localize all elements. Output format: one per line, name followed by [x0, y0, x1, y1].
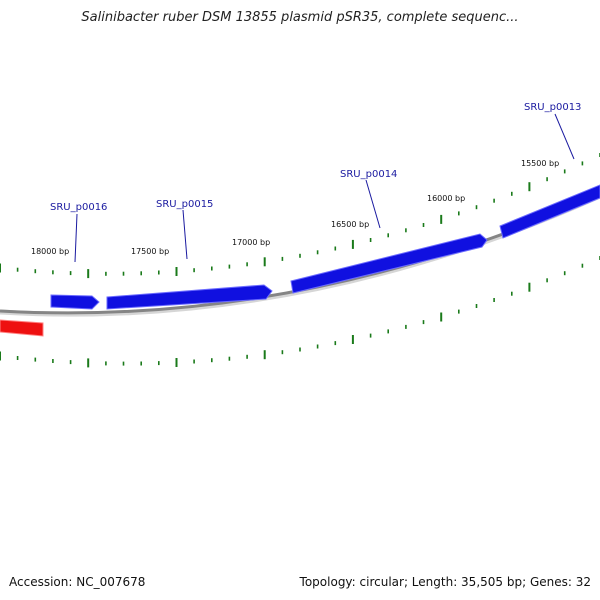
- summary-text: Topology: circular; Length: 35,505 bp; G…: [299, 575, 591, 589]
- tick-label-15500: 15500 bp: [521, 159, 559, 168]
- leader-sru-p0013: [554, 113, 575, 160]
- inner-tick-ring: [0, 256, 600, 368]
- gene-label-sru-p0013[interactable]: SRU_p0013: [524, 102, 581, 113]
- tick-label-17500: 17500 bp: [131, 247, 169, 256]
- gene-arrow-sru-p0016[interactable]: [50, 294, 100, 310]
- gene-label-sru-p0015[interactable]: SRU_p0015: [156, 199, 213, 210]
- gene-arrow-sru-p0015[interactable]: [106, 284, 273, 310]
- tick-label-16000: 16000 bp: [427, 194, 465, 203]
- outer-tick-ring: [0, 153, 600, 279]
- accession-text: Accession: NC_007678: [9, 575, 146, 589]
- tick-label-16500: 16500 bp: [331, 220, 369, 229]
- gene-arrow-sru-p0014[interactable]: [290, 233, 488, 294]
- reverse-gene-arrow[interactable]: [0, 319, 44, 337]
- tick-label-18000: 18000 bp: [31, 247, 69, 256]
- gene-label-sru-p0014[interactable]: SRU_p0014: [340, 169, 397, 180]
- map-title: Salinibacter ruber DSM 13855 plasmid pSR…: [81, 10, 519, 25]
- forward-gene-track: [50, 184, 600, 310]
- gene-arrow-sru-p0013[interactable]: [499, 184, 600, 239]
- leader-sru-p0015: [182, 209, 188, 260]
- gene-label-sru-p0016[interactable]: SRU_p0016: [50, 202, 107, 213]
- tick-label-17000: 17000 bp: [232, 238, 270, 247]
- leader-sru-p0016: [74, 213, 78, 263]
- leader-sru-p0014: [365, 179, 381, 229]
- label-leaders: [74, 113, 575, 263]
